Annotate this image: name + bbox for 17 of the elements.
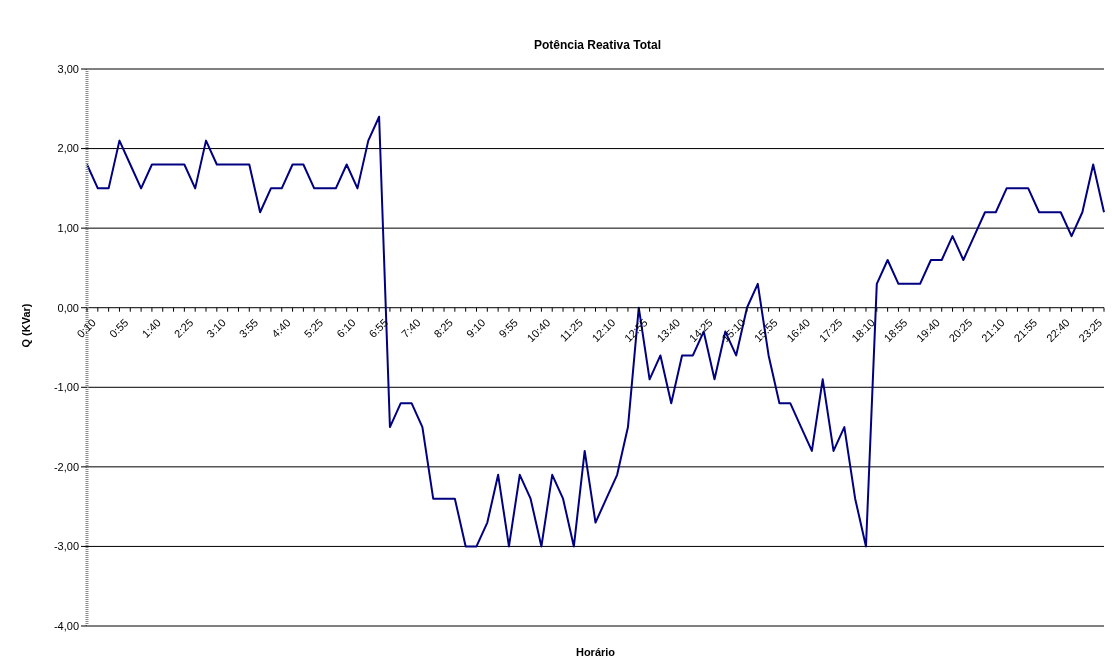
y-tick-label: -3,00 [53,540,79,553]
x-tick-label: 6:55 [366,316,391,340]
y-tick-label: 2,00 [57,142,79,155]
y-axis-title: Q (KVar) [19,303,32,348]
chart-title: Potência Reativa Total [532,38,663,52]
x-tick-label: 7:40 [399,316,423,340]
x-tick-label: 4:40 [269,316,293,340]
x-axis-title: Horário [575,646,616,658]
y-tick-label: -4,00 [53,619,79,632]
y-tick-label: 0,00 [57,301,79,314]
y-tick-label: -1,00 [53,381,79,394]
y-tick-label: 1,00 [57,222,79,235]
x-tick-label: 6:10 [334,316,358,340]
y-tick-label: -2,00 [53,460,79,473]
y-tick-label: 3,00 [57,62,79,75]
x-tick-label: 0:10 [74,316,99,340]
x-tick-label: 0:55 [106,316,131,340]
